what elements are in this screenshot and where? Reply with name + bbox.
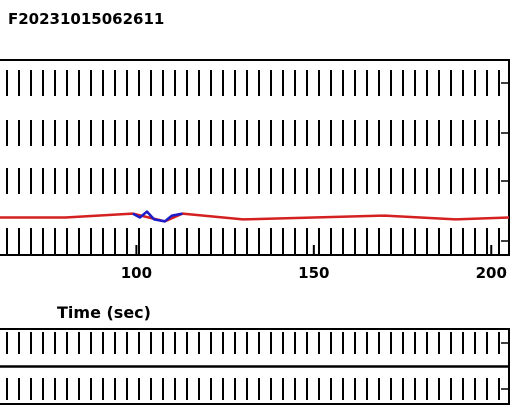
x-tick-labels: 100 150 200 <box>121 264 507 282</box>
bottom-panel <box>0 328 510 405</box>
tick-row <box>6 120 509 146</box>
chart-title: F20231015062611 <box>8 10 164 28</box>
series-line <box>132 210 183 223</box>
tick-row <box>6 332 509 354</box>
x-tick-label: 150 <box>298 264 329 282</box>
top-panel <box>0 59 510 256</box>
x-tick-label: 100 <box>121 264 152 282</box>
x-axis-label: Time (sec) <box>57 303 151 322</box>
tick-row <box>6 228 509 254</box>
tick-row <box>6 378 509 400</box>
plot-frame <box>0 59 510 256</box>
series-line <box>0 212 510 223</box>
tick-row <box>6 168 509 194</box>
x-tick-label: 200 <box>476 264 507 282</box>
tick-row <box>6 70 509 96</box>
